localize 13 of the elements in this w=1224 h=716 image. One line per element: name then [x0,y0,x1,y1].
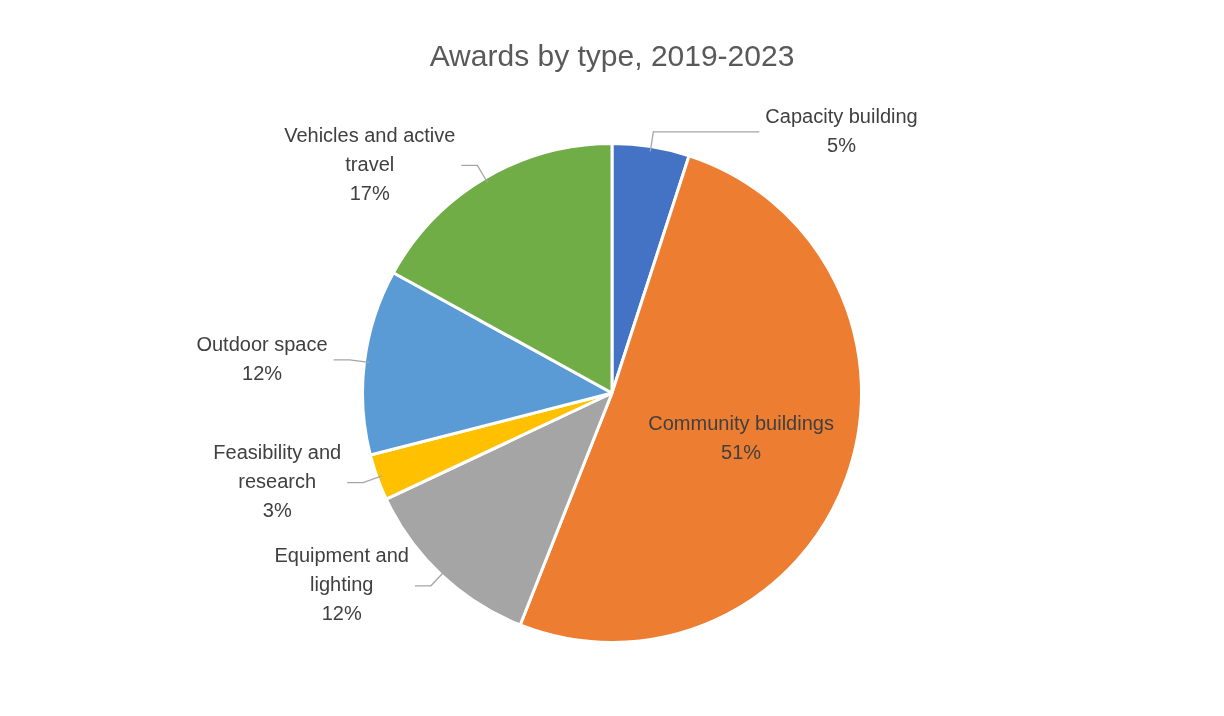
slice-label: Feasibility and research [213,441,342,493]
chart-title: Awards by type, 2019-2023 [429,39,795,73]
data-label: 12% [242,361,283,384]
slice-label: Capacity building [765,104,918,127]
slice-label: Outdoor space [196,332,328,355]
data-label: 5% [827,133,857,156]
slice-label: Community buildings [648,412,834,435]
slice-label: Equipment and lighting [274,544,409,596]
data-label: 12% [321,602,362,625]
slice-label: Vehicles and active travel [284,123,456,175]
data-label: 17% [349,181,390,204]
data-label: 51% [721,441,762,464]
data-label: 3% [262,499,292,522]
